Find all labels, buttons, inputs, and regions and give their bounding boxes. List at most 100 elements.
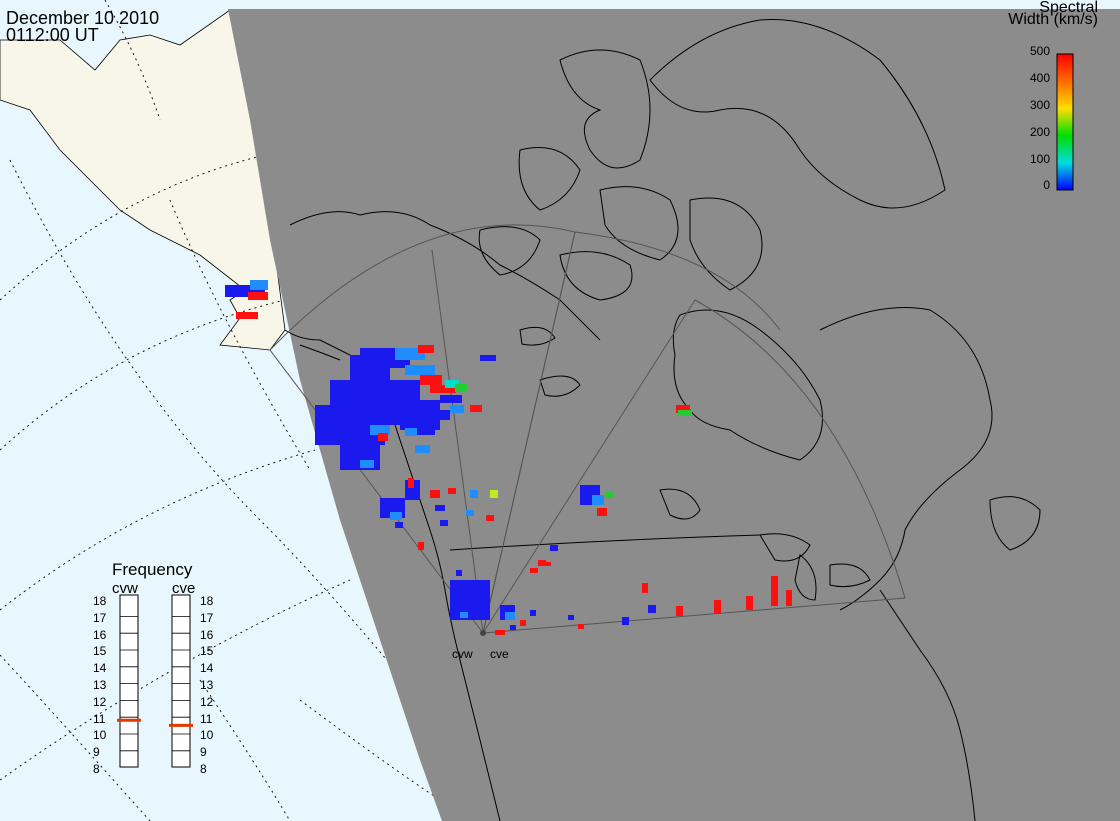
scatter-data-layer: [225, 280, 792, 635]
scatter-echo-cell: [676, 405, 690, 413]
frequency-scale-label: 11: [93, 711, 106, 726]
frequency-radar-west: cvw: [112, 580, 138, 597]
scatter-echo-cell: [430, 385, 456, 393]
colorbar-tick-label: 300: [1029, 98, 1050, 112]
scatter-echo-cell: [530, 610, 536, 616]
scatter-echo-cell: [435, 505, 445, 511]
scatter-echo-cell: [495, 630, 505, 635]
scatter-echo-cell: [545, 562, 551, 566]
scatter-echo-cell: [568, 615, 574, 620]
frequency-scale-label: 13: [93, 678, 107, 692]
frequency-scale-label: 18: [200, 594, 214, 608]
scatter-echo-cell: [592, 495, 604, 505]
scatter-echo-cell: [746, 596, 753, 610]
scatter-echo-cell: [418, 345, 434, 353]
scatter-echo-cell: [786, 590, 792, 606]
frequency-scale-label: 11: [200, 711, 213, 726]
frequency-scale-label: 13: [200, 678, 214, 692]
colorbar: [1056, 53, 1074, 191]
scatter-echo-cell: [415, 445, 430, 453]
frequency-title: Frequency: [112, 560, 193, 579]
scatter-echo-cell: [605, 492, 613, 498]
site-label-west: cvw: [452, 647, 473, 661]
scatter-echo-cell: [440, 520, 448, 526]
scatter-echo-cell: [248, 292, 268, 300]
frequency-box-cve: [171, 594, 191, 768]
radar-fov-outlines: [269, 224, 906, 635]
scatter-echo-cell: [470, 490, 478, 498]
colorbar-tick-label: 100: [1029, 152, 1050, 166]
frequency-scale-label: 16: [200, 627, 214, 642]
scatter-echo-cell: [510, 625, 516, 630]
scatter-echo-cell: [771, 576, 778, 606]
scatter-echo-cell: [395, 522, 403, 528]
frequency-scale-label: 9: [93, 745, 100, 760]
coastlines: [284, 19, 1041, 821]
scatter-echo-cell: [418, 542, 424, 550]
frequency-scale-label: 8: [93, 762, 100, 776]
frequency-scale-label: 15: [93, 644, 107, 659]
frequency-scale-label: 10: [93, 728, 107, 743]
frequency-scale-label: 18: [93, 594, 107, 608]
scatter-echo-cell: [642, 583, 648, 593]
scatter-echo-cell: [490, 490, 498, 498]
scatter-echo-cell: [505, 612, 515, 620]
frequency-scale-label: 17: [200, 610, 214, 625]
colorbar-tick-label: 500: [1029, 44, 1050, 58]
scatter-echo-cell: [405, 365, 435, 375]
colorbar-tick-label: 400: [1029, 71, 1050, 85]
scatter-echo-cell: [530, 568, 538, 573]
scatter-echo-cell: [430, 410, 450, 420]
frequency-scale-label: 12: [93, 694, 107, 709]
scatter-echo-cell: [676, 606, 683, 616]
scatter-echo-cell: [470, 595, 490, 620]
scatter-echo-cell: [486, 515, 494, 521]
scatter-echo-cell: [714, 600, 721, 614]
scatter-echo-cell: [466, 510, 474, 516]
frequency-scale-label: 10: [200, 728, 214, 743]
scatter-echo-cell: [678, 410, 692, 416]
scatter-echo-cell: [648, 605, 656, 613]
scatter-echo-cell: [597, 508, 607, 516]
scatter-echo-cell: [456, 570, 462, 576]
scatter-echo-cell: [622, 617, 629, 625]
frequency-box-cvw: [119, 594, 139, 768]
scatter-echo-cell: [405, 428, 417, 436]
frequency-scale-label: 16: [93, 627, 107, 642]
scatter-echo-cell: [445, 380, 459, 388]
scatter-echo-cell: [430, 490, 440, 498]
alaska-land-day: [0, 9, 286, 351]
colorbar-tick-label: 200: [1029, 125, 1050, 139]
scatter-echo-cell: [408, 478, 414, 488]
frequency-scale-label: 15: [200, 644, 214, 659]
scatter-echo-cell: [460, 612, 468, 618]
scatter-echo-cell: [550, 545, 558, 551]
scatter-echo-cell: [448, 488, 456, 494]
colorbar-title-line1: Spectral: [1039, 0, 1098, 16]
scatter-echo-cell: [390, 512, 402, 520]
scatter-echo-cell: [378, 433, 388, 441]
scatter-echo-cell: [440, 395, 462, 403]
scatter-echo-cell: [578, 624, 584, 629]
frequency-scale-label: 9: [200, 745, 207, 760]
scatter-echo-cell: [395, 348, 425, 360]
scatter-echo-cell: [450, 405, 464, 413]
scatter-echo-cell: [470, 405, 482, 412]
radar-site-marker: [480, 630, 486, 636]
frequency-scale-label: 14: [93, 661, 107, 676]
colorbar-tick-label: 0: [1043, 178, 1050, 192]
scatter-echo-cell: [370, 425, 390, 435]
scatter-echo-cell: [360, 460, 374, 468]
scatter-echo-cell: [455, 384, 467, 392]
scatter-echo-cell: [480, 355, 496, 361]
frequency-scale-label: 12: [200, 694, 214, 709]
scatter-echo-cell: [250, 280, 268, 290]
colorbar-title-line2: Width (km/s): [1008, 11, 1098, 28]
date-label: December 10 2010: [6, 8, 160, 28]
frequency-scale-label: 14: [200, 661, 214, 676]
scatter-echo-cell: [236, 312, 258, 319]
site-label-east: cve: [490, 647, 509, 661]
frequency-radar-east: cve: [172, 580, 196, 597]
